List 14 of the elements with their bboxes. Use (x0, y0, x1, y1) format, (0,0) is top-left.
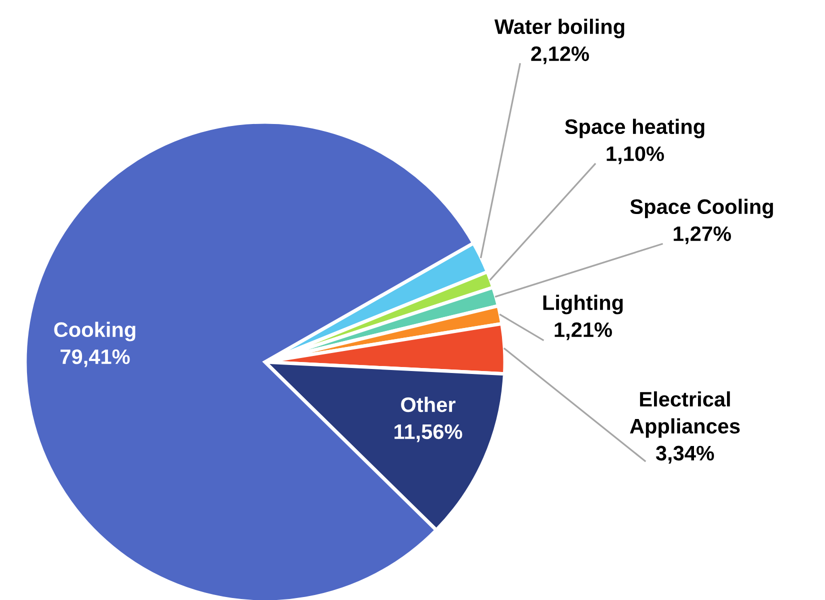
data-label: 1,21% (554, 322, 612, 340)
slice-label: Other (401, 396, 456, 412)
data-label: 3,34% (656, 446, 714, 464)
data-label: 2,12% (531, 46, 589, 64)
slice-label: Space Cooling (630, 198, 773, 218)
slice-label: Electrical Appliances (630, 391, 740, 438)
data-label: 11,56% (394, 424, 462, 442)
data-label: 79,41% (60, 349, 130, 368)
slice-label: Lighting (543, 294, 623, 314)
data-label: 1,10% (606, 146, 664, 164)
data-label: 1,27% (674, 226, 731, 244)
slice-label: Cooking (54, 322, 136, 342)
slice-label: Space heating (564, 118, 704, 138)
slice-label: Water boiling (494, 18, 624, 38)
